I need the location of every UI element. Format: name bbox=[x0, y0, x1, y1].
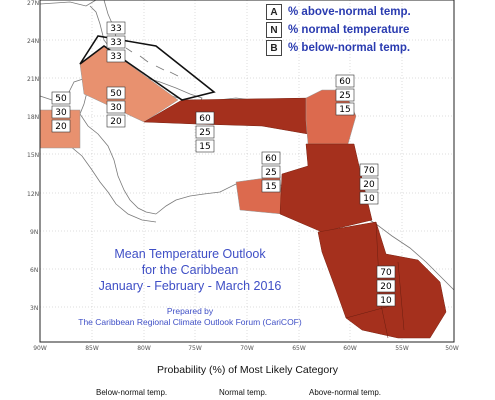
legend-text-normal: % normal temperature bbox=[288, 24, 410, 36]
prob-above: 33 bbox=[110, 24, 121, 34]
lat-label: 15N bbox=[27, 152, 39, 159]
prob-below: 20 bbox=[110, 117, 122, 127]
prob-box-cuba: 50 30 20 bbox=[106, 86, 126, 128]
title-line-2: for the Caribbean bbox=[141, 263, 239, 277]
prob-normal: 30 bbox=[110, 103, 122, 113]
lon-label: 70W bbox=[240, 345, 254, 352]
prob-normal: 30 bbox=[55, 108, 67, 118]
lat-label: 3N bbox=[30, 305, 38, 312]
lat-label: 12N bbox=[27, 191, 39, 198]
prob-above: 50 bbox=[55, 94, 67, 104]
legend-key-normal: N bbox=[266, 22, 282, 38]
prob-normal: 25 bbox=[265, 168, 276, 178]
prob-normal: 25 bbox=[339, 91, 350, 101]
map-title: Mean Temperature Outlook for the Caribbe… bbox=[40, 246, 340, 294]
category-below: Below-normal temp. bbox=[96, 388, 168, 397]
prob-normal: 20 bbox=[380, 282, 392, 292]
region-bahamas bbox=[79, 35, 216, 101]
lon-label: 75W bbox=[188, 345, 202, 352]
prob-box-belize: 50 30 20 bbox=[51, 91, 71, 133]
lon-label: 50W bbox=[445, 345, 459, 352]
title-line-3: January - February - March 2016 bbox=[98, 279, 282, 293]
longitude-labels: 90W 85W 80W 75W 70W 65W 60W 55W 50W bbox=[33, 345, 459, 352]
prob-normal: 25 bbox=[199, 128, 210, 138]
lat-label: 24N bbox=[27, 38, 39, 45]
prepared-by: Prepared by The Caribbean Regional Clima… bbox=[40, 306, 340, 328]
organization-name: The Caribbean Regional Climate Outlook F… bbox=[78, 317, 302, 327]
lon-label: 60W bbox=[343, 345, 357, 352]
prob-below: 10 bbox=[380, 296, 392, 306]
prob-below: 10 bbox=[363, 194, 375, 204]
lat-label: 18N bbox=[27, 114, 39, 121]
prob-above: 60 bbox=[199, 114, 211, 124]
legend-text-above: % above-normal temp. bbox=[288, 6, 411, 18]
prob-box-windward-islands: 70 20 10 bbox=[359, 163, 379, 205]
legend-key-below: B bbox=[266, 40, 282, 56]
legend-row-normal: N % normal temperature bbox=[266, 22, 409, 38]
prob-above: 50 bbox=[110, 89, 122, 99]
prob-above: 60 bbox=[339, 77, 351, 87]
lat-label: 9N bbox=[30, 229, 38, 236]
map-frame bbox=[39, 0, 455, 343]
lon-label: 55W bbox=[395, 345, 409, 352]
prob-below: 15 bbox=[199, 142, 210, 152]
lon-label: 90W bbox=[33, 345, 47, 352]
category-normal: Normal temp. bbox=[219, 388, 268, 397]
legend-key-above: A bbox=[266, 4, 282, 20]
prob-normal: 33 bbox=[110, 38, 121, 48]
lat-label: 21N bbox=[27, 76, 39, 83]
prob-box-leeward-islands: 60 25 15 bbox=[335, 74, 355, 116]
lon-label: 65W bbox=[292, 345, 306, 352]
probability-boxes: 33 33 33 50 30 20 50 30 20 60 25 bbox=[51, 21, 396, 307]
prob-box-bahamas: 33 33 33 bbox=[106, 21, 126, 63]
prob-above: 60 bbox=[265, 154, 277, 164]
category-above: Above-normal temp. bbox=[309, 388, 382, 397]
prob-below: 33 bbox=[110, 52, 121, 62]
legend: A % above-normal temp. N % normal temper… bbox=[266, 2, 442, 58]
probability-title: Probability (%) of Most Likely Category bbox=[157, 364, 338, 376]
title-line-1: Mean Temperature Outlook bbox=[114, 247, 266, 261]
legend-row-below: B % below-normal temp. bbox=[266, 40, 410, 56]
legend-row-above: A % above-normal temp. bbox=[266, 4, 411, 20]
lat-label: 27N bbox=[27, 0, 39, 7]
prepared-by-label: Prepared by bbox=[166, 306, 214, 316]
legend-text-below: % below-normal temp. bbox=[288, 42, 411, 54]
prob-normal: 20 bbox=[363, 180, 375, 190]
lat-label: 6N bbox=[30, 267, 38, 274]
prob-box-greater-antilles: 60 25 15 bbox=[195, 111, 215, 153]
prob-below: 20 bbox=[55, 122, 67, 132]
prob-below: 15 bbox=[265, 182, 276, 192]
prob-above: 70 bbox=[363, 166, 375, 176]
lon-label: 85W bbox=[85, 345, 99, 352]
latitude-labels: 27N 24N 21N 18N 15N 12N 9N 6N 3N bbox=[27, 0, 39, 312]
prob-box-guianas: 70 20 10 bbox=[376, 265, 396, 307]
prob-below: 15 bbox=[339, 105, 350, 115]
prob-box-abc-islands: 60 25 15 bbox=[261, 151, 281, 193]
prob-above: 70 bbox=[380, 268, 392, 278]
lon-label: 80W bbox=[137, 345, 151, 352]
